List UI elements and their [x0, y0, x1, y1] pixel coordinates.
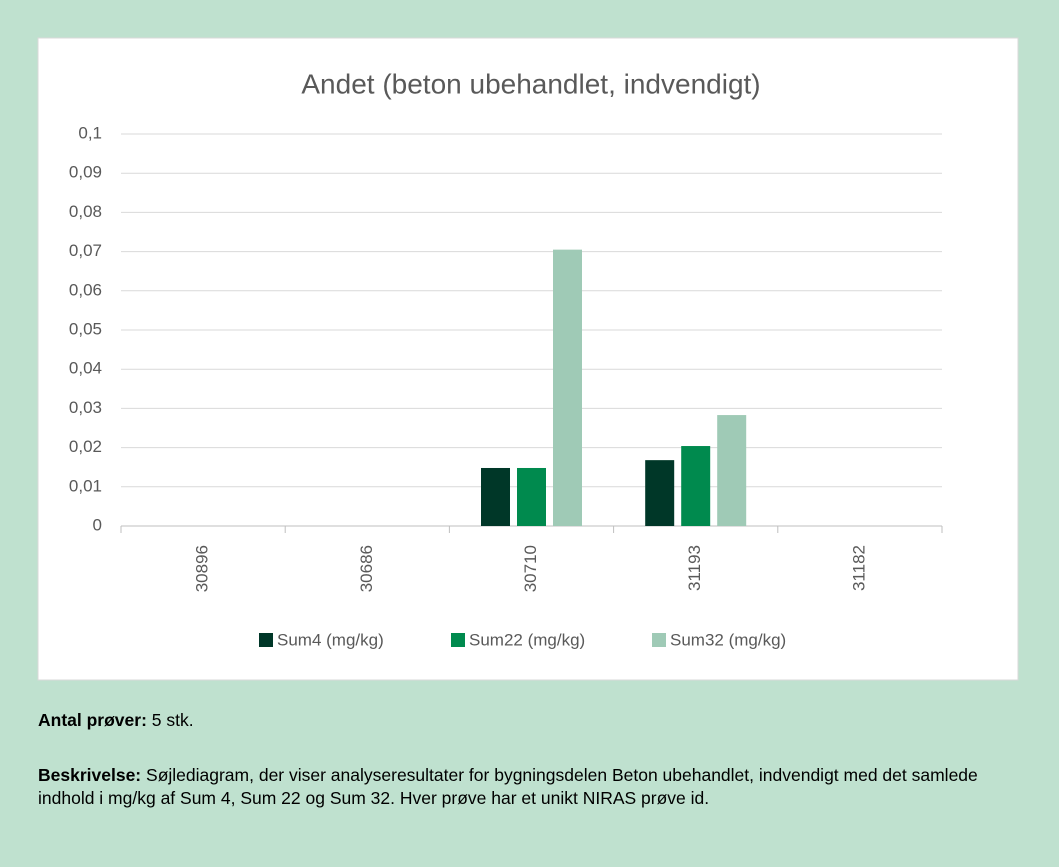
chart: Andet (beton ubehandlet, indvendigt) 0 0,… — [37, 37, 1019, 681]
y-tick-label: 0 — [93, 515, 102, 534]
y-tick-label: 0,01 — [69, 476, 102, 495]
bar — [645, 460, 675, 526]
y-tick-label: 0,08 — [69, 202, 102, 221]
chart-title: Andet (beton ubehandlet, indvendigt) — [301, 68, 760, 99]
x-tick-label: 31182 — [849, 545, 868, 591]
count-value: 5 stk. — [151, 710, 194, 730]
description-text: Søjlediagram, der viser analyseresultate… — [38, 765, 978, 808]
y-tick-label: 0,06 — [69, 280, 102, 299]
legend-label: Sum32 (mg/kg) — [670, 630, 786, 649]
x-tick-label: 31193 — [685, 545, 704, 591]
chart-area — [37, 37, 1019, 681]
bar — [481, 467, 510, 526]
count: Antal prøver: 5 stk. — [38, 709, 1028, 732]
description-label: Beskrivelse: — [38, 765, 142, 785]
x-tick-label: 30710 — [521, 545, 540, 592]
count-label: Antal prøver: — [38, 710, 147, 730]
bar — [517, 467, 546, 526]
legend-swatch — [451, 633, 465, 647]
y-tick-label: 0,1 — [78, 123, 102, 142]
bar — [681, 446, 711, 526]
y-tick-label: 0,02 — [69, 437, 102, 456]
y-tick-label: 0,09 — [69, 163, 102, 182]
bar — [553, 249, 582, 526]
y-tick-label: 0,04 — [69, 359, 102, 378]
description: Beskrivelse: Søjlediagram, der viser ana… — [38, 764, 1028, 810]
legend-swatch — [259, 633, 273, 647]
y-tick-label: 0,05 — [69, 319, 102, 338]
x-tick-label: 30686 — [357, 545, 376, 592]
legend-label: Sum22 (mg/kg) — [469, 630, 585, 649]
bar — [717, 415, 747, 526]
x-tick-label: 30896 — [193, 545, 212, 592]
y-tick-label: 0,03 — [69, 398, 102, 417]
legend-swatch — [652, 633, 666, 647]
y-tick-label: 0,07 — [69, 241, 102, 260]
legend-label: Sum4 (mg/kg) — [277, 630, 384, 649]
